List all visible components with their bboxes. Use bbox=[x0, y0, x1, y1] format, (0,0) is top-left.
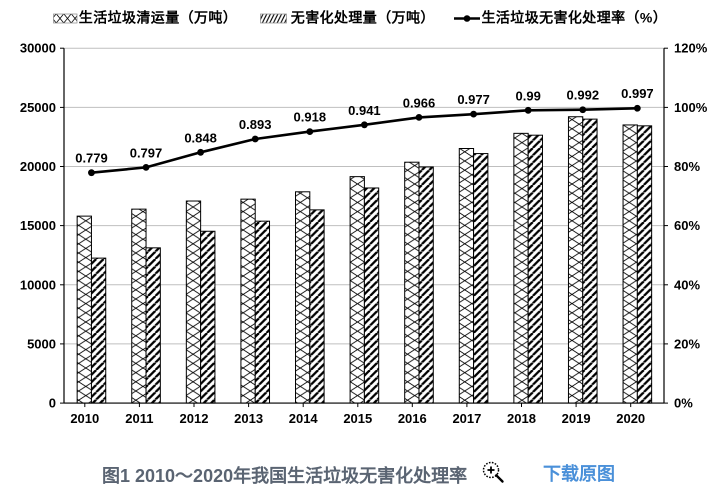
svg-text:15000: 15000 bbox=[20, 218, 56, 233]
svg-text:40%: 40% bbox=[674, 277, 700, 292]
svg-text:0.779: 0.779 bbox=[75, 151, 108, 166]
svg-text:60%: 60% bbox=[674, 218, 700, 233]
svg-text:0%: 0% bbox=[674, 396, 693, 411]
svg-text:30000: 30000 bbox=[20, 41, 56, 56]
svg-text:2019: 2019 bbox=[562, 411, 591, 426]
svg-text:10000: 10000 bbox=[20, 277, 56, 292]
svg-text:2017: 2017 bbox=[452, 411, 481, 426]
svg-text:2010: 2010 bbox=[70, 411, 99, 426]
svg-text:0.797: 0.797 bbox=[130, 145, 163, 160]
svg-text:5000: 5000 bbox=[27, 336, 56, 351]
svg-text:20%: 20% bbox=[674, 336, 700, 351]
svg-text:生活垃圾清运量（万吨）: 生活垃圾清运量（万吨） bbox=[79, 9, 237, 25]
svg-text:0.848: 0.848 bbox=[184, 130, 217, 145]
svg-text:0.893: 0.893 bbox=[239, 117, 272, 132]
svg-text:生活垃圾无害化处理率（%）: 生活垃圾无害化处理率（%） bbox=[482, 9, 668, 25]
svg-text:2013: 2013 bbox=[234, 411, 263, 426]
svg-text:2018: 2018 bbox=[507, 411, 536, 426]
svg-text:100%: 100% bbox=[674, 100, 708, 115]
svg-text:2015: 2015 bbox=[343, 411, 372, 426]
svg-text:0: 0 bbox=[49, 396, 56, 411]
svg-text:2020: 2020 bbox=[616, 411, 645, 426]
svg-text:无害化处理量（万吨）: 无害化处理量（万吨） bbox=[290, 9, 435, 25]
svg-text:0.977: 0.977 bbox=[457, 92, 490, 107]
svg-text:0.918: 0.918 bbox=[294, 110, 327, 125]
svg-text:120%: 120% bbox=[674, 41, 708, 56]
svg-text:2012: 2012 bbox=[180, 411, 209, 426]
svg-text:0.992: 0.992 bbox=[567, 88, 600, 103]
svg-text:20000: 20000 bbox=[20, 159, 56, 174]
svg-text:2016: 2016 bbox=[398, 411, 427, 426]
svg-text:2014: 2014 bbox=[289, 411, 319, 426]
svg-text:25000: 25000 bbox=[20, 100, 56, 115]
svg-text:2011: 2011 bbox=[125, 411, 153, 426]
svg-text:0.997: 0.997 bbox=[621, 86, 654, 101]
svg-text:0.941: 0.941 bbox=[348, 103, 381, 118]
svg-text:0.99: 0.99 bbox=[516, 88, 541, 103]
svg-text:0.966: 0.966 bbox=[403, 95, 436, 110]
svg-text:80%: 80% bbox=[674, 159, 700, 174]
